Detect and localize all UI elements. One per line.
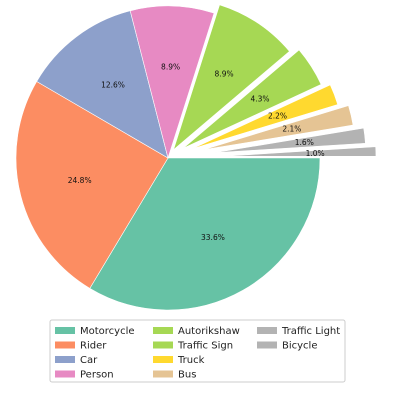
pie-slice-person [129,5,215,160]
legend-label-rider: Rider [80,341,107,352]
legend-label-traffic-light: Traffic Light [281,326,340,337]
legend-swatch-bicycle [257,341,277,349]
slice-label-car: 12.6% [101,81,125,90]
legend-label-person: Person [80,370,114,381]
legend-label-autorikshaw: Autorikshaw [178,326,240,337]
slice-label-bicycle: 1.0% [306,149,325,158]
pie-slice-motorcycle [89,157,321,311]
legend-swatch-autorikshaw [153,327,173,334]
pie-slice-bus [202,105,354,151]
pie-slice-traffic-sign [182,49,322,149]
legend-frame [49,319,346,383]
legend-label-car: Car [80,355,98,366]
legend-label-bicycle: Bicycle [282,341,317,352]
slice-label-autorikshaw: 8.9% [215,69,234,78]
pie-labels: 33.6% 24.8% 12.6% 8.9% 8.9% 4.3% 2.2% 2.1% 1.6% 1… [68,62,325,242]
legend-label-motorcycle: Motorcycle [80,326,135,337]
legend-swatch-rider [55,341,75,349]
slice-label-person: 8.9% [161,62,180,71]
legend: Motorcycle Rider Car Person Autorikshaw Traff… [49,319,346,383]
legend-swatch-motorcycle [55,327,75,334]
legend-swatch-car [55,356,75,363]
legend-label-bus: Bus [178,370,196,381]
legend-swatch-bus [153,370,173,378]
pie-slice-car [36,10,169,159]
slice-label-traffic-sign: 4.3% [250,95,269,104]
slice-label-rider: 24.8% [68,176,92,185]
pie-slice-rider [15,81,169,289]
legend-label-traffic-sign: Traffic Sign [177,341,233,352]
slice-label-traffic-light: 1.6% [295,138,314,147]
pie-slices [15,4,377,311]
pie-slice-bicycle [223,146,377,157]
pie-slice-autorikshaw [172,4,290,151]
legend-swatch-truck [153,356,173,363]
legend-swatch-traffic-light [257,327,277,334]
legend-swatch-person [55,370,75,378]
legend-label-truck: Truck [177,355,205,366]
pie-slice-traffic-light [213,127,366,154]
slice-label-motorcycle: 33.6% [201,233,225,242]
slice-label-bus: 2.1% [282,125,301,134]
slice-label-truck: 2.2% [268,112,287,121]
legend-swatch-traffic-sign [153,341,173,349]
pie-slice-truck [192,84,339,150]
